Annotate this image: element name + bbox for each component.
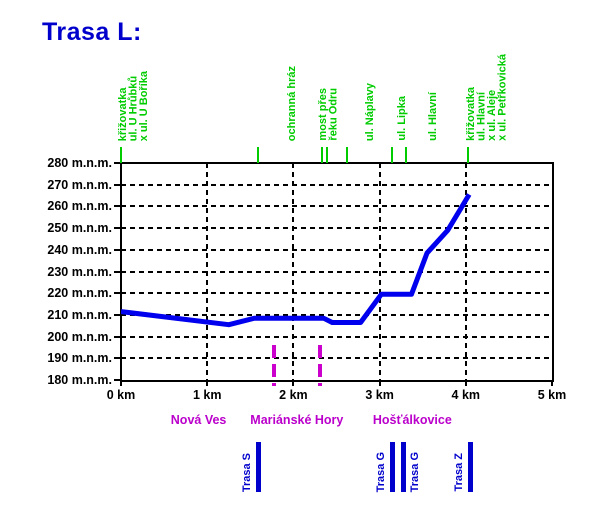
annotation-label: křižovatka ul. U Hrůbků x ul. U Boříka <box>117 70 151 141</box>
annotation-label: ochranná hráz <box>286 65 299 141</box>
annotation-tick <box>320 147 323 163</box>
route-marker-bar <box>390 442 395 492</box>
x-axis-tick <box>120 380 122 386</box>
annotation-label: ul. Náplavy <box>363 82 376 141</box>
x-axis-label: 2 km <box>279 388 308 402</box>
y-axis-label: 280 m.n.m. <box>47 156 112 170</box>
x-gridline <box>378 163 381 380</box>
y-gridline <box>121 335 552 338</box>
y-axis-tick <box>114 292 121 295</box>
municipality-label: Mariánské Hory <box>250 413 344 427</box>
x-axis-tick <box>292 380 295 386</box>
y-gridline <box>121 357 552 360</box>
y-axis-tick <box>114 379 121 381</box>
municipality-label: Nová Ves <box>170 413 227 427</box>
y-axis-tick <box>114 205 121 208</box>
x-axis-label: 5 km <box>537 388 567 402</box>
municipality-boundary-line <box>272 345 277 386</box>
x-gridline <box>206 163 209 380</box>
municipality-boundary-line <box>318 345 323 386</box>
y-axis-label: 250 m.n.m. <box>47 221 112 236</box>
y-axis-tick <box>114 335 121 338</box>
y-gridline <box>121 205 552 208</box>
chart-title: Trasa L: <box>42 18 142 46</box>
y-axis-label: 200 m.n.m. <box>47 329 112 344</box>
y-axis-tick <box>114 270 121 273</box>
y-axis-tick <box>114 313 121 316</box>
y-axis-label: 270 m.n.m. <box>47 177 112 192</box>
x-gridline <box>464 163 467 380</box>
route-marker-bar <box>468 442 473 492</box>
route-marker-label: Trasa S <box>241 452 253 492</box>
y-axis-label: 230 m.n.m. <box>47 264 112 279</box>
route-marker-label: Trasa G <box>409 451 421 492</box>
annotation-label: ul. Lipka <box>395 96 408 141</box>
y-axis-tick <box>114 357 121 360</box>
profile-polyline <box>121 193 472 328</box>
annotation-tick <box>467 147 470 163</box>
y-axis-label: 190 m.n.m. <box>47 351 112 366</box>
y-axis-tick <box>114 248 121 251</box>
y-gridline <box>121 270 552 273</box>
annotation-label: most přes řeku Odru <box>316 88 340 141</box>
y-gridline <box>121 183 552 186</box>
y-axis-label: 240 m.n.m. <box>47 242 112 257</box>
y-axis-label: 220 m.n.m. <box>47 286 112 301</box>
y-axis-tick <box>114 227 121 230</box>
route-marker-bar <box>401 442 406 492</box>
municipality-label: Hošťálkovice <box>372 413 452 427</box>
x-axis-tick <box>206 380 209 386</box>
x-axis-label: 4 km <box>451 388 481 402</box>
route-marker-label: Trasa Z <box>453 453 465 492</box>
x-axis-tick <box>551 380 553 386</box>
x-axis-tick <box>464 380 467 386</box>
elevation-profile-line <box>121 193 472 328</box>
y-axis-label: 180 m.n.m. <box>47 373 112 387</box>
annotation-tick <box>405 147 408 163</box>
y-gridline <box>121 248 552 251</box>
annotation-tick <box>257 147 260 163</box>
annotation-label: křižovatka ul. Hlavní x ul. Aleje x ul. … <box>464 54 509 141</box>
x-axis-label: 1 km <box>192 388 222 402</box>
annotation-tick <box>120 147 122 163</box>
x-gridline <box>292 163 295 380</box>
annotation-tick <box>390 147 393 163</box>
y-axis-tick <box>114 183 121 186</box>
y-gridline <box>121 313 552 316</box>
y-axis-tick <box>114 162 121 164</box>
y-gridline <box>121 292 552 295</box>
y-axis-label: 260 m.n.m. <box>47 199 112 214</box>
y-gridline <box>121 227 552 230</box>
x-axis-label: 3 km <box>365 388 394 402</box>
route-marker-label: Trasa G <box>375 451 387 492</box>
x-axis-label: 0 km <box>106 388 136 402</box>
annotation-tick <box>345 147 348 163</box>
route-marker-bar <box>256 442 261 492</box>
x-axis-tick <box>378 380 381 386</box>
annotation-label: ul. Hlavní <box>426 92 439 141</box>
annotation-tick <box>326 147 329 163</box>
y-axis-label: 210 m.n.m. <box>47 307 112 322</box>
